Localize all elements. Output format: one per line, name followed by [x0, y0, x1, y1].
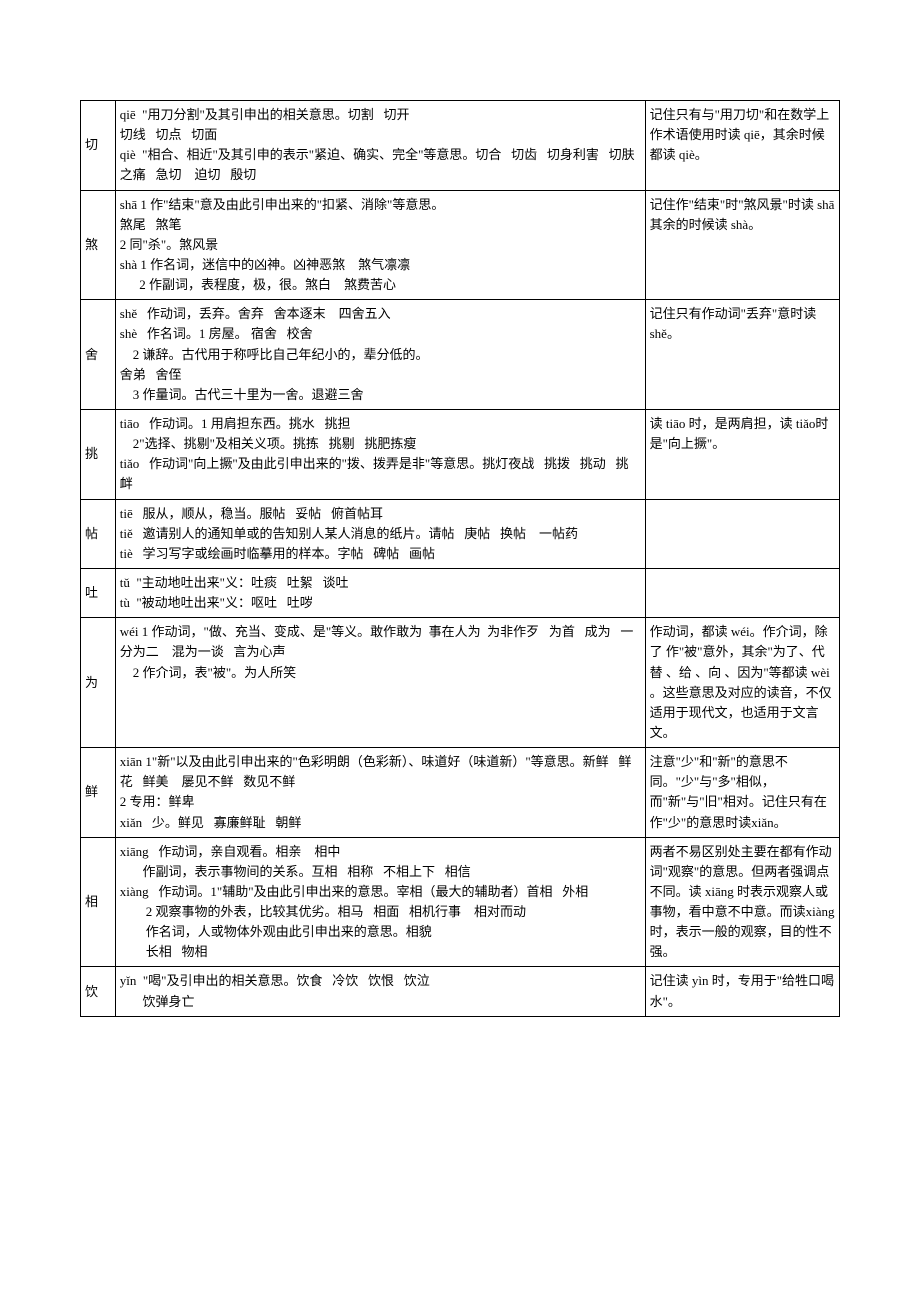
char-cell: 挑 — [81, 409, 116, 499]
note-cell: 记住只有与"用刀切"和在数学上作术语使用时读 qiē，其余时候都读 qiè。 — [645, 101, 839, 191]
char-cell: 饮 — [81, 967, 116, 1016]
note-cell: 记住只有作动词"丢弃"意时读shě。 — [645, 300, 839, 410]
definition-cell: xiān 1"新"以及由此引申出来的"色彩明朗（色彩新）、味道好（味道新）"等意… — [115, 748, 645, 838]
char-cell: 切 — [81, 101, 116, 191]
table-row: 为wéi 1 作动词，"做、充当、变成、是"等义。敢作敢为 事在人为 为非作歹 … — [81, 618, 840, 748]
table-row: 挑tiāo 作动词。1 用肩担东西。挑水 挑担 2"选择、挑剔"及相关义项。挑拣… — [81, 409, 840, 499]
definition-cell: shě 作动词，丢弃。舍弃 舍本逐末 四舍五入 shè 作名词。1 房屋。 宿舍… — [115, 300, 645, 410]
note-cell: 作动词，都读 wéi。作介词，除了 作"被"意外，其余"为了、代替 、给 、向 … — [645, 618, 839, 748]
table-row: 饮yǐn "喝"及引申出的相关意思。饮食 冷饮 饮恨 饮泣 饮弹身亡记住读 yì… — [81, 967, 840, 1016]
note-cell: 记住读 yìn 时，专用于"给牲口喝水"。 — [645, 967, 839, 1016]
char-cell: 相 — [81, 837, 116, 967]
note-cell: 读 tiāo 时，是两肩担，读 tiǎo时是"向上撅"。 — [645, 409, 839, 499]
definition-cell: tiē 服从，顺从，稳当。服帖 妥帖 俯首帖耳 tiě 邀请别人的通知单或的告知… — [115, 499, 645, 568]
definition-cell: yǐn "喝"及引申出的相关意思。饮食 冷饮 饮恨 饮泣 饮弹身亡 — [115, 967, 645, 1016]
table-row: 帖tiē 服从，顺从，稳当。服帖 妥帖 俯首帖耳 tiě 邀请别人的通知单或的告… — [81, 499, 840, 568]
char-cell: 为 — [81, 618, 116, 748]
char-cell: 舍 — [81, 300, 116, 410]
table-row: 吐tǔ "主动地吐出来"义：吐痰 吐絮 谈吐 tù "被动地吐出来"义：呕吐 吐… — [81, 568, 840, 617]
definition-cell: shā 1 作"结束"意及由此引申出来的"扣紧、消除"等意思。 煞尾 煞笔 2 … — [115, 190, 645, 300]
note-cell: 两者不易区别处主要在都有作动词"观察"的意思。但两者强调点不同。读 xiāng … — [645, 837, 839, 967]
table-row: 舍shě 作动词，丢弃。舍弃 舍本逐末 四舍五入 shè 作名词。1 房屋。 宿… — [81, 300, 840, 410]
note-cell — [645, 568, 839, 617]
char-cell: 吐 — [81, 568, 116, 617]
table-row: 煞shā 1 作"结束"意及由此引申出来的"扣紧、消除"等意思。 煞尾 煞笔 2… — [81, 190, 840, 300]
char-cell: 帖 — [81, 499, 116, 568]
note-cell: 注意"少"和"新"的意思不同。"少"与"多"相似，而"新"与"旧"相对。记住只有… — [645, 748, 839, 838]
note-cell: 记住作"结束"时"煞风景"时读 shā 其余的时候读 shà。 — [645, 190, 839, 300]
table-row: 相xiāng 作动词，亲自观看。相亲 相中 作副词，表示事物间的关系。互相 相称… — [81, 837, 840, 967]
definition-cell: wéi 1 作动词，"做、充当、变成、是"等义。敢作敢为 事在人为 为非作歹 为… — [115, 618, 645, 748]
char-cell: 煞 — [81, 190, 116, 300]
table-row: 鲜xiān 1"新"以及由此引申出来的"色彩明朗（色彩新）、味道好（味道新）"等… — [81, 748, 840, 838]
polyphone-table: 切qiē "用刀分割"及其引申出的相关意思。切割 切开 切线 切点 切面 qiè… — [80, 100, 840, 1017]
definition-cell: xiāng 作动词，亲自观看。相亲 相中 作副词，表示事物间的关系。互相 相称 … — [115, 837, 645, 967]
definition-cell: tiāo 作动词。1 用肩担东西。挑水 挑担 2"选择、挑剔"及相关义项。挑拣 … — [115, 409, 645, 499]
definition-cell: qiē "用刀分割"及其引申出的相关意思。切割 切开 切线 切点 切面 qiè … — [115, 101, 645, 191]
table-row: 切qiē "用刀分割"及其引申出的相关意思。切割 切开 切线 切点 切面 qiè… — [81, 101, 840, 191]
note-cell — [645, 499, 839, 568]
definition-cell: tǔ "主动地吐出来"义：吐痰 吐絮 谈吐 tù "被动地吐出来"义：呕吐 吐哕 — [115, 568, 645, 617]
char-cell: 鲜 — [81, 748, 116, 838]
